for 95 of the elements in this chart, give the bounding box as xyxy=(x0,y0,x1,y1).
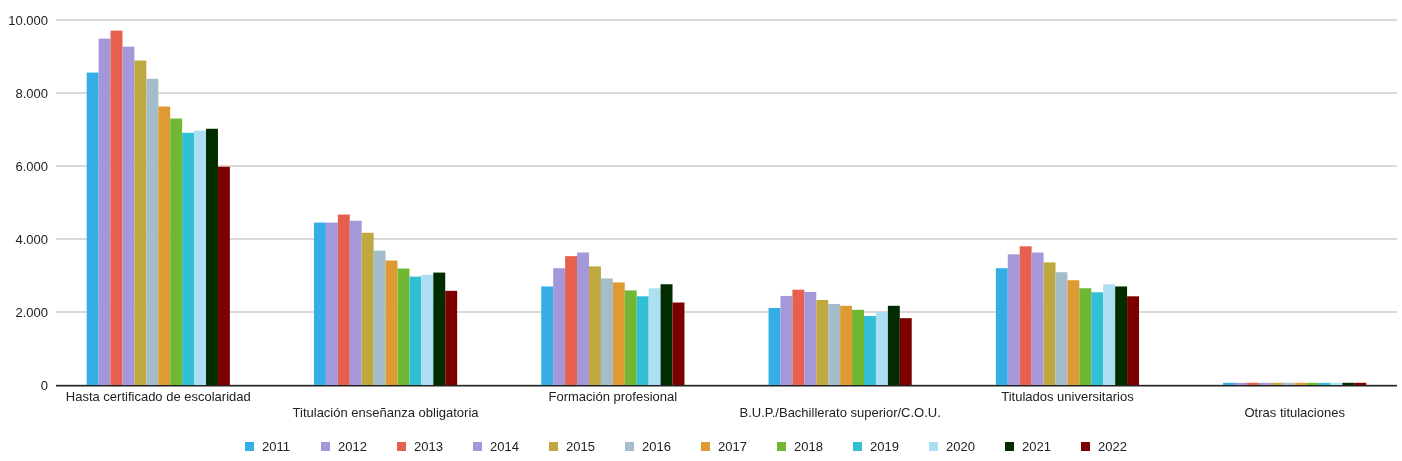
y-tick-label: 6.000 xyxy=(15,158,48,174)
bar xyxy=(1019,246,1032,385)
y-tick-label: 2.000 xyxy=(15,304,48,320)
x-tick-label: Titulación enseñanza obligatoria xyxy=(292,405,480,420)
bar xyxy=(1270,382,1283,385)
bar xyxy=(899,318,912,385)
bar xyxy=(792,289,805,385)
bar xyxy=(122,46,135,385)
bar xyxy=(1294,382,1307,385)
legend-label: 2017 xyxy=(718,439,747,454)
bar xyxy=(553,268,566,385)
bar xyxy=(98,38,111,385)
bar xyxy=(337,214,350,385)
bar xyxy=(409,276,422,385)
bar xyxy=(86,72,99,385)
x-tick-label: Otras titulaciones xyxy=(1244,405,1346,420)
bar xyxy=(887,305,900,385)
x-tick-label: Titulados universitarios xyxy=(1001,389,1135,404)
bar xyxy=(1127,296,1140,385)
bar xyxy=(1235,382,1247,385)
legend-label: 2019 xyxy=(870,439,899,454)
bar xyxy=(445,290,458,385)
bar xyxy=(816,299,829,385)
legend-label: 2021 xyxy=(1022,439,1051,454)
bar xyxy=(182,132,195,385)
bar xyxy=(1318,382,1331,385)
bar xyxy=(134,60,147,385)
bar xyxy=(768,307,781,385)
bar xyxy=(1258,382,1271,385)
bar xyxy=(875,312,888,385)
bar xyxy=(1103,284,1116,385)
legend-label: 2011 xyxy=(262,439,290,454)
bar xyxy=(1031,252,1044,385)
legend-label: 2016 xyxy=(642,439,671,454)
bar xyxy=(995,268,1008,385)
bar xyxy=(313,222,326,385)
bar xyxy=(1115,286,1128,385)
bar xyxy=(1342,382,1355,385)
bar xyxy=(804,291,817,385)
bar xyxy=(624,290,637,385)
bar xyxy=(361,232,374,385)
bar xyxy=(1067,280,1080,385)
bar xyxy=(1079,288,1092,385)
legend-label: 2018 xyxy=(794,439,823,454)
y-tick-label: 10.000 xyxy=(8,12,48,28)
bar xyxy=(397,268,410,385)
bar xyxy=(421,274,434,385)
bar xyxy=(1055,272,1068,385)
bar xyxy=(780,295,793,385)
bar xyxy=(349,220,362,385)
bar xyxy=(660,284,673,385)
bar xyxy=(217,166,230,385)
bar xyxy=(146,78,159,385)
bar xyxy=(1306,382,1319,385)
bar xyxy=(373,250,386,385)
legend-label: 2013 xyxy=(414,439,443,454)
bar xyxy=(110,30,123,385)
bar xyxy=(600,278,613,385)
bar xyxy=(433,272,446,385)
legend-label: 2014 xyxy=(490,439,519,454)
bar xyxy=(612,282,625,385)
x-tick-label: Formación profesional xyxy=(548,389,678,404)
bar xyxy=(828,303,841,385)
bar xyxy=(565,256,578,385)
x-tick-label: Hasta certificado de escolaridad xyxy=(65,389,251,404)
legend-label: 2022 xyxy=(1098,439,1127,454)
y-tick-label: 8.000 xyxy=(15,85,48,101)
x-tick-label: B.U.P./Bachillerato superior/C.O.U. xyxy=(739,405,941,420)
y-tick-label: 4.000 xyxy=(15,231,48,247)
bar xyxy=(170,118,183,385)
bar xyxy=(1246,382,1259,385)
bar xyxy=(588,266,601,385)
legend-label: 2020 xyxy=(946,439,975,454)
bar xyxy=(636,296,649,385)
bar xyxy=(1223,382,1236,385)
bar xyxy=(1282,382,1295,385)
bar xyxy=(840,305,853,385)
bar xyxy=(194,130,207,385)
bar xyxy=(325,222,338,385)
bar xyxy=(577,252,589,385)
bar xyxy=(1354,382,1367,385)
bar xyxy=(1043,262,1056,385)
bar xyxy=(864,316,876,385)
bar xyxy=(648,288,661,385)
bar xyxy=(158,106,171,385)
y-tick-label: 0 xyxy=(40,377,48,393)
bar xyxy=(672,302,685,385)
legend-label: 2012 xyxy=(338,439,367,454)
bar xyxy=(852,309,865,385)
bar xyxy=(1091,292,1104,385)
bar xyxy=(1007,254,1020,385)
bar xyxy=(541,286,554,385)
legend-label: 2015 xyxy=(566,439,595,454)
bar xyxy=(385,260,398,385)
bar xyxy=(206,128,218,385)
